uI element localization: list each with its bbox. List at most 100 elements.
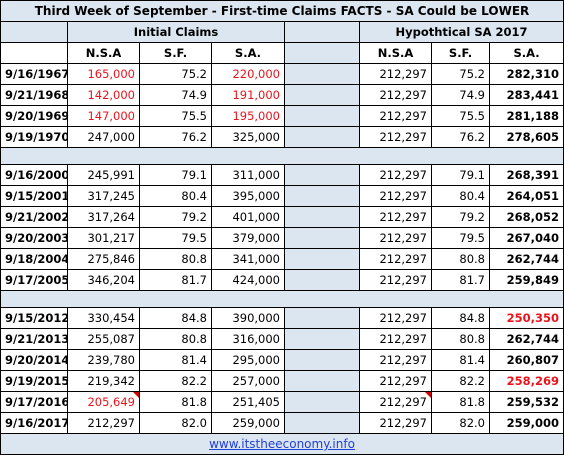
sa-value: 257,000 [211,370,285,392]
hyp-sa-value: 250,350 [488,307,564,329]
table-title: Third Week of September - First-time Cla… [0,0,564,22]
spacer-cell [284,307,360,329]
hyp-nsa-value: 212,297 [359,328,432,350]
row-date: 9/20/1969 [0,105,68,127]
hyp-sa-value: 267,040 [488,227,564,249]
sa-value: 195,000 [211,105,285,127]
group-header-row: Initial Claims Hypothtical SA 2017 [0,21,564,43]
table-row: 9/16/2017 212,297 82.0 259,000 212,297 82.0 25… [0,412,564,434]
row-date: 9/21/2002 [0,206,68,228]
hyp-sf-value: 82.0 [431,412,490,434]
sf-value: 75.2 [139,63,212,85]
footer-row: www.itstheeconomy.info [0,433,564,455]
row-date: 9/15/2001 [0,185,68,207]
spacer-cell [284,328,360,350]
hyp-sf-value: 74.9 [431,84,490,106]
spacer-cell [284,269,360,291]
col-header-hyp-nsa: N.S.A [359,42,432,64]
hyp-sa-value: 281,188 [488,105,564,127]
hyp-nsa-value: 212,297 [359,248,432,270]
spacer-cell [284,227,360,249]
hyp-nsa-value: 212,297 [359,227,432,249]
nsa-value: 247,000 [67,126,140,148]
row-date: 9/16/1967 [0,63,68,85]
hyp-sf-value: 75.5 [431,105,490,127]
sf-value: 80.8 [139,248,212,270]
spacer-cell [284,349,360,371]
col-header-hyp-sa: S.A. [488,42,564,64]
spacer-cell [284,42,360,64]
spacer-cell [284,126,360,148]
nsa-value: 239,780 [67,349,140,371]
table-row: 9/21/1968 142,000 74.9 191,000 212,297 74.9 28… [0,84,564,106]
nsa-value: 317,245 [67,185,140,207]
row-date: 9/17/2005 [0,269,68,291]
col-header-hyp-sf: S.F. [431,42,490,64]
sa-value: 401,000 [211,206,285,228]
hyp-nsa-value: 212,297 [359,164,432,186]
hyp-sa-value: 268,052 [488,206,564,228]
spacer-cell [284,105,360,127]
sf-value: 75.5 [139,105,212,127]
sf-value: 79.5 [139,227,212,249]
sa-value: 259,000 [211,412,285,434]
hyp-sa-value: 283,441 [488,84,564,106]
sa-value: 395,000 [211,185,285,207]
sf-value: 80.4 [139,185,212,207]
row-date: 9/21/2013 [0,328,68,350]
hyp-sa-value: 258,269 [488,370,564,392]
table-row: 9/20/1969 147,000 75.5 195,000 212,297 75.5 28… [0,105,564,127]
hyp-nsa-value: 212,297 [359,307,432,329]
section-separator [0,147,564,165]
sf-value: 81.4 [139,349,212,371]
table-row: 9/19/2015 219,342 82.2 257,000 212,297 82.2 25… [0,370,564,392]
table-row: 9/20/2003 301,217 79.5 379,000 212,297 79.5 26… [0,227,564,249]
sa-value: 191,000 [211,84,285,106]
hyp-sf-value: 80.8 [431,248,490,270]
spacer-cell [284,84,360,106]
sf-value: 81.8 [139,391,212,413]
nsa-value: 330,454 [67,307,140,329]
hypothetical-header: Hypothtical SA 2017 [358,21,564,43]
table-row: 9/17/2005 346,204 81.7 424,000 212,297 81.7 25… [0,269,564,291]
website-link[interactable]: www.itstheeconomy.info [209,437,355,451]
hyp-nsa-value: 212,297 [359,63,432,85]
section-separator [0,290,564,308]
nsa-value: 205,649 [67,391,140,413]
nsa-value: 142,000 [67,84,140,106]
title-row: Third Week of September - First-time Cla… [0,0,564,22]
column-header-row: N.S.A S.F. S.A. N.S.A S.F. S.A. [0,42,564,64]
row-date: 9/19/1970 [0,126,68,148]
hyp-sf-value: 80.4 [431,185,490,207]
spacer-cell [284,412,360,434]
hyp-sf-value: 84.8 [431,307,490,329]
table-row: 9/18/2004 275,846 80.8 341,000 212,297 80.8 26… [0,248,564,270]
hyp-sf-value: 76.2 [431,126,490,148]
hyp-sf-value: 75.2 [431,63,490,85]
nsa-value: 219,342 [67,370,140,392]
hyp-sf-value: 81.8 [431,391,490,413]
hyp-sf-value: 80.8 [431,328,490,350]
hyp-sa-value: 268,391 [488,164,564,186]
hyp-nsa-value: 212,297 [359,185,432,207]
hyp-nsa-value: 212,297 [359,370,432,392]
sf-value: 82.2 [139,370,212,392]
col-header-sf: S.F. [139,42,212,64]
hyp-nsa-value: 212,297 [359,105,432,127]
spacer-cell [284,206,360,228]
col-header-sa: S.A. [211,42,285,64]
hyp-sa-value: 260,807 [488,349,564,371]
sa-value: 311,000 [211,164,285,186]
separator-cell [0,147,564,165]
sa-value: 379,000 [211,227,285,249]
row-date: 9/21/1968 [0,84,68,106]
sf-value: 81.7 [139,269,212,291]
spacer-cell [284,63,360,85]
table-row: 9/19/1970 247,000 76.2 325,000 212,297 76.2 27… [0,126,564,148]
table-row: 9/15/2001 317,245 80.4 395,000 212,297 80.4 26… [0,185,564,207]
sa-value: 220,000 [211,63,285,85]
row-date: 9/16/2017 [0,412,68,434]
row-date: 9/16/2000 [0,164,68,186]
sa-value: 341,000 [211,248,285,270]
hyp-sa-value: 282,310 [488,63,564,85]
